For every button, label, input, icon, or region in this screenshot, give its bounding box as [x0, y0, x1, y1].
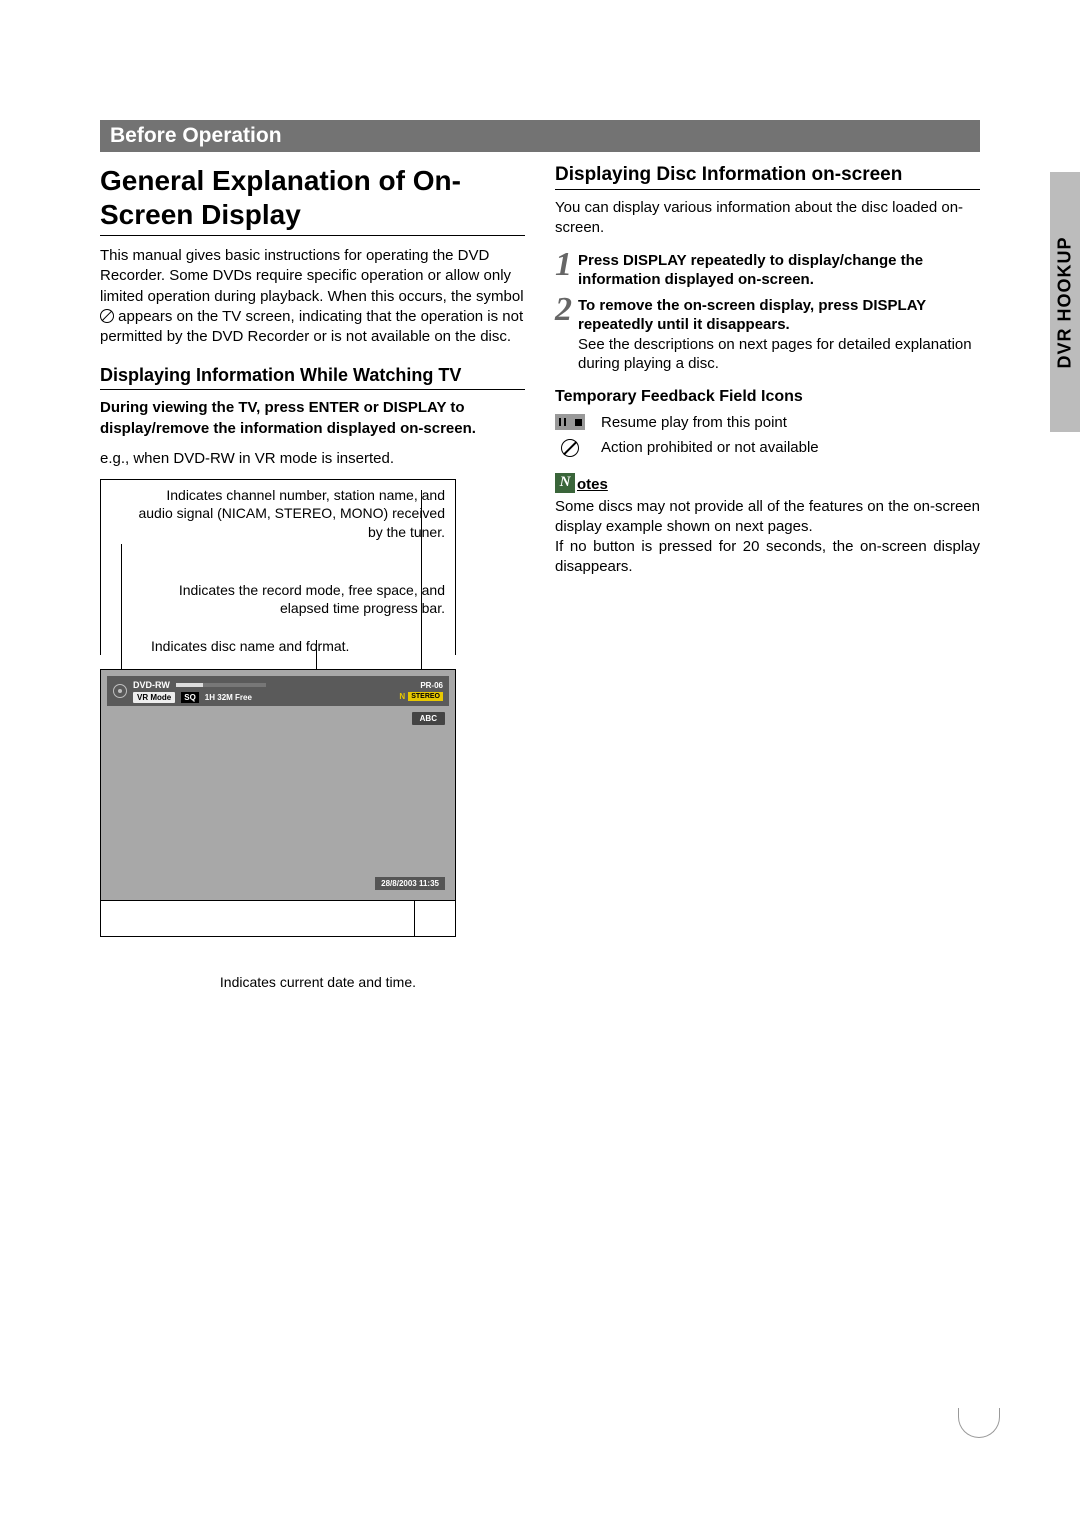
- right-intro: You can display various information abou…: [555, 198, 980, 239]
- left-bold-instruction: During viewing the TV, press ENTER or DI…: [100, 398, 525, 439]
- osd-diagram: Indicates channel number, station name, …: [100, 479, 456, 991]
- leader-line: [414, 901, 415, 937]
- page-number-ornament: [958, 1408, 1000, 1438]
- step-number: 2: [555, 296, 572, 325]
- step-2-rest: See the descriptions on next pages for d…: [578, 336, 972, 373]
- prohibit-icon: [100, 309, 114, 323]
- osd-stereo: STEREO: [408, 692, 443, 701]
- step-1-bold: Press DISPLAY repeatedly to display/chan…: [578, 252, 923, 289]
- osd-disc-info: DVD-RW VR Mode SQ 1H 32M Free: [133, 680, 266, 703]
- osd-disc-format: DVD-RW: [133, 680, 170, 690]
- osd-free-text: 1H 32M Free: [205, 693, 252, 702]
- side-tab: DVR HOOKUP: [1050, 172, 1080, 432]
- page-content: Before Operation General Explanation of …: [100, 120, 980, 992]
- feedback-resume-row: Resume play from this point: [555, 414, 980, 431]
- section-header: Before Operation: [100, 120, 980, 152]
- side-tab-label: DVR HOOKUP: [1055, 236, 1076, 368]
- right-column: Displaying Disc Information on-screen Yo…: [555, 164, 980, 992]
- resume-icon: [555, 414, 585, 430]
- step-text: To remove the on-screen display, press D…: [578, 296, 980, 374]
- prohibit-icon: [561, 439, 579, 457]
- notes-n-badge: N: [555, 473, 575, 493]
- osd-station: ABC: [412, 712, 445, 725]
- notes-label: otes: [577, 476, 608, 493]
- right-heading: Displaying Disc Information on-screen: [555, 164, 980, 190]
- left-intro-post: appears on the TV screen, indicating tha…: [100, 308, 523, 345]
- disc-icon: [113, 684, 127, 698]
- osd-n-icon: N: [399, 692, 405, 701]
- step-2: 2 To remove the on-screen display, press…: [555, 296, 980, 374]
- osd-top-strip: DVD-RW VR Mode SQ 1H 32M Free PR-06: [107, 676, 449, 706]
- left-example: e.g., when DVD-RW in VR mode is inserted…: [100, 449, 525, 469]
- two-column-layout: General Explanation of On-Screen Display…: [100, 164, 980, 992]
- osd-vr-mode: VR Mode: [133, 692, 175, 703]
- left-intro-pre: This manual gives basic instructions for…: [100, 247, 524, 305]
- osd-station-wrap: ABC: [412, 708, 445, 726]
- left-subheading: Displaying Information While Watching TV: [100, 365, 525, 390]
- osd-datetime: 28/8/2003 11:35: [375, 877, 445, 890]
- step-2-bold: To remove the on-screen display, press D…: [578, 297, 926, 334]
- left-intro: This manual gives basic instructions for…: [100, 246, 525, 347]
- callout-datetime: Indicates current date and time.: [100, 973, 456, 991]
- feedback-heading: Temporary Feedback Field Icons: [555, 388, 980, 406]
- callout-disc-name: Indicates disc name and format.: [111, 637, 445, 655]
- callout-record-mode: Indicates the record mode, free space, a…: [111, 581, 445, 617]
- osd-screen: DVD-RW VR Mode SQ 1H 32M Free PR-06: [100, 669, 456, 901]
- feedback-resume-label: Resume play from this point: [601, 414, 787, 431]
- feedback-prohibited-label: Action prohibited or not available: [601, 439, 819, 456]
- osd-pr: PR-06: [420, 681, 443, 690]
- step-text: Press DISPLAY repeatedly to display/chan…: [578, 251, 980, 290]
- callout-tuner: Indicates channel number, station name, …: [111, 486, 445, 541]
- left-heading: General Explanation of On-Screen Display: [100, 164, 525, 236]
- osd-tuner-info: PR-06 N STEREO: [399, 681, 443, 701]
- section-header-text: Before Operation: [110, 124, 282, 147]
- osd-progress-bar: [176, 683, 266, 687]
- left-column: General Explanation of On-Screen Display…: [100, 164, 525, 992]
- notes-text: Some discs may not provide all of the fe…: [555, 497, 980, 578]
- feedback-prohibited-row: Action prohibited or not available: [555, 439, 980, 457]
- notes-heading: N otes: [555, 473, 980, 493]
- osd-sq-badge: SQ: [181, 692, 199, 703]
- step-number: 1: [555, 251, 572, 280]
- step-1: 1 Press DISPLAY repeatedly to display/ch…: [555, 251, 980, 290]
